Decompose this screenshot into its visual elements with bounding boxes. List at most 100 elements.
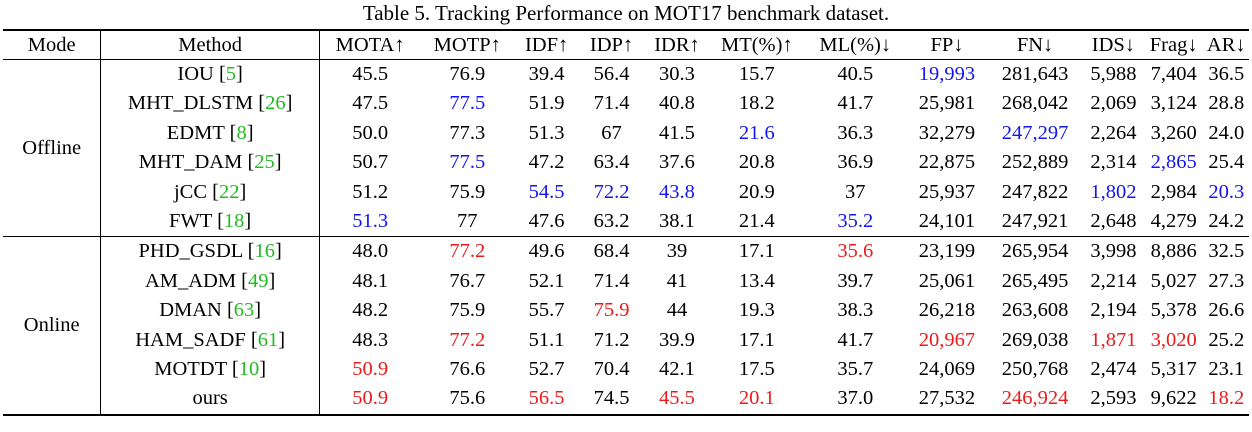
value-cell: 247,822: [1001, 180, 1069, 203]
table-row: ours 50.9 75.6 56.5 74.5 45.5 20.1 37.0 27,532 24…: [3, 384, 1249, 415]
column-header: MOTP↑: [433, 34, 501, 56]
value-cell: 51.2: [352, 180, 389, 203]
value-cell: 37.0: [837, 387, 874, 410]
value-cell: 52.7: [528, 358, 565, 381]
value-cell: 41.7: [837, 92, 874, 115]
value-cell: 25,061: [918, 269, 976, 292]
value-cell: 51.1: [528, 328, 565, 351]
citation-bracket: ]: [239, 180, 247, 203]
value-cell: 48.1: [352, 269, 389, 292]
method-cell: MOTDT [10]: [100, 355, 320, 385]
citation-link[interactable]: 22: [218, 180, 240, 203]
column-header: FN↓: [1016, 34, 1054, 56]
value-cell: 7,404: [1150, 63, 1197, 85]
value-cell: 55.7: [528, 299, 565, 322]
citation-link[interactable]: 10: [238, 358, 260, 381]
online-group: Online PHD_GSDL [16] 48.0 77.2 49.6 68.4 39 17.…: [3, 236, 1249, 415]
table-row: MOTDT [10] 50.9 76.6 52.7 70.4 42.1 17.5 35.7 24…: [3, 355, 1249, 385]
value-cell: 5,988: [1090, 63, 1137, 85]
citation-link[interactable]: 16: [254, 240, 275, 263]
column-header: IDF↑: [524, 34, 569, 56]
value-cell: 49.6: [514, 236, 580, 267]
value-cell: 38.3: [837, 299, 874, 322]
value-cell: 5,378: [1150, 299, 1197, 322]
method-cell: IOU [5]: [100, 59, 320, 90]
value-cell: 263,608: [1001, 299, 1069, 322]
value-cell: 2,593: [1090, 387, 1137, 410]
value-cell: 41.5: [659, 121, 695, 144]
value-cell: 63.2: [593, 210, 630, 233]
value-cell: 77.3: [449, 121, 486, 144]
citation-link[interactable]: 49: [248, 269, 269, 292]
citation-link[interactable]: 18: [223, 210, 245, 233]
value-cell: 13.4: [738, 269, 775, 292]
value-cell: 39.4: [528, 63, 565, 85]
value-cell: 3,998: [1083, 236, 1144, 267]
value-cell: 68.4: [579, 236, 644, 267]
table-row: MHT_DAM [25] 50.7 77.5 47.2 63.4 37.6 20.8 36.9…: [3, 148, 1249, 178]
value-cell: 20.8: [738, 151, 775, 174]
value-cell: 17.5: [738, 358, 775, 381]
value-cell: 76.6: [449, 358, 486, 381]
method-cell: MHT_DAM [25]: [100, 148, 320, 178]
column-header: IDP↑: [589, 34, 634, 56]
method-name: FWT [: [169, 210, 224, 233]
value-cell: 75.9: [593, 299, 630, 322]
value-cell: 24.2: [1208, 210, 1245, 233]
value-cell: 48.2: [352, 299, 389, 322]
value-cell: 52.1: [528, 269, 565, 292]
method-cell: DMAN [63]: [100, 296, 320, 326]
value-cell: 2,314: [1090, 151, 1137, 174]
value-cell: 5,317: [1150, 358, 1197, 381]
value-cell: 27.3: [1208, 269, 1245, 292]
value-cell: 27,532: [918, 387, 976, 410]
results-table: Mode Method MOTA↑ MOTP↑ IDF↑ IDP↑ IDR↑ MT(%)↑ ML…: [3, 29, 1249, 416]
value-cell: 18.2: [1208, 387, 1245, 410]
column-header: AR↓: [1206, 34, 1246, 56]
value-cell: 45.5: [659, 387, 695, 410]
value-cell: 77.5: [449, 151, 486, 174]
citation-link[interactable]: 63: [233, 299, 255, 322]
method-cell: HAM_SADF [61]: [100, 325, 320, 356]
method-name: HAM_SADF [: [135, 328, 258, 351]
value-cell: 9,622: [1150, 387, 1197, 410]
value-cell: 30.3: [659, 63, 695, 85]
citation-link[interactable]: 61: [257, 328, 279, 351]
value-cell: 37.6: [659, 151, 695, 174]
value-cell: 72.2: [593, 180, 630, 203]
value-cell: 42.1: [659, 358, 695, 381]
citation-bracket: ]: [254, 299, 262, 322]
method-name: IOU [: [177, 63, 226, 85]
value-cell: 246,924: [1001, 387, 1069, 410]
value-cell: 250,768: [1001, 358, 1069, 381]
citation-link[interactable]: 5: [225, 63, 237, 85]
value-cell: 2,865: [1150, 151, 1197, 174]
value-cell: 71.2: [593, 328, 630, 351]
value-cell: 24,101: [918, 210, 976, 233]
value-cell: 17.1: [709, 236, 804, 267]
column-header: MOTA↑: [335, 34, 405, 56]
value-cell: 1,802: [1090, 180, 1137, 203]
citation-link[interactable]: 8: [236, 121, 247, 144]
value-cell: 75.6: [449, 387, 486, 410]
value-cell: 35.6: [803, 236, 907, 267]
value-cell: 41.7: [837, 328, 874, 351]
method-cell: jCC [22]: [100, 177, 320, 208]
value-cell: 24.0: [1208, 121, 1245, 144]
method-cell: ours: [100, 384, 320, 415]
citation-link[interactable]: 26: [265, 92, 286, 115]
value-cell: 35.2: [837, 210, 874, 233]
table-row: AM_ADM [49] 48.1 76.7 52.1 71.4 41 13.4 39.7 25,…: [3, 266, 1249, 297]
value-cell: 25.2: [1208, 328, 1245, 351]
value-cell: 28.8: [1208, 92, 1245, 115]
value-cell: 26,218: [918, 299, 976, 322]
value-cell: 18.2: [738, 92, 775, 115]
citation-link[interactable]: 25: [254, 151, 275, 174]
value-cell: 75.9: [449, 299, 486, 322]
value-cell: 2,984: [1150, 180, 1197, 203]
value-cell: 2,194: [1090, 299, 1137, 322]
value-cell: 67: [601, 121, 622, 144]
value-cell: 45.5: [352, 63, 389, 85]
method-cell: AM_ADM [49]: [100, 266, 320, 297]
table-row: DMAN [63] 48.2 75.9 55.7 75.9 44 19.3 38.3 26,21…: [3, 296, 1249, 326]
